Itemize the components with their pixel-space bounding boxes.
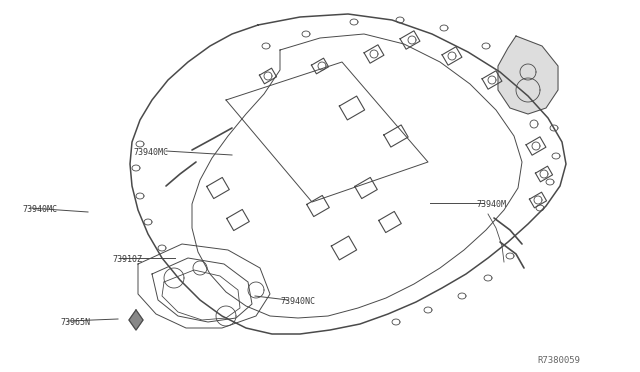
Text: 73940MC: 73940MC bbox=[22, 205, 57, 214]
Text: 73940NC: 73940NC bbox=[280, 297, 315, 306]
Polygon shape bbox=[498, 36, 558, 114]
Text: 73940M: 73940M bbox=[476, 200, 506, 209]
Polygon shape bbox=[129, 310, 143, 330]
Text: 73965N: 73965N bbox=[60, 318, 90, 327]
Text: 73910Z: 73910Z bbox=[112, 255, 142, 264]
Text: 73940MC: 73940MC bbox=[133, 148, 168, 157]
Text: R7380059: R7380059 bbox=[537, 356, 580, 365]
